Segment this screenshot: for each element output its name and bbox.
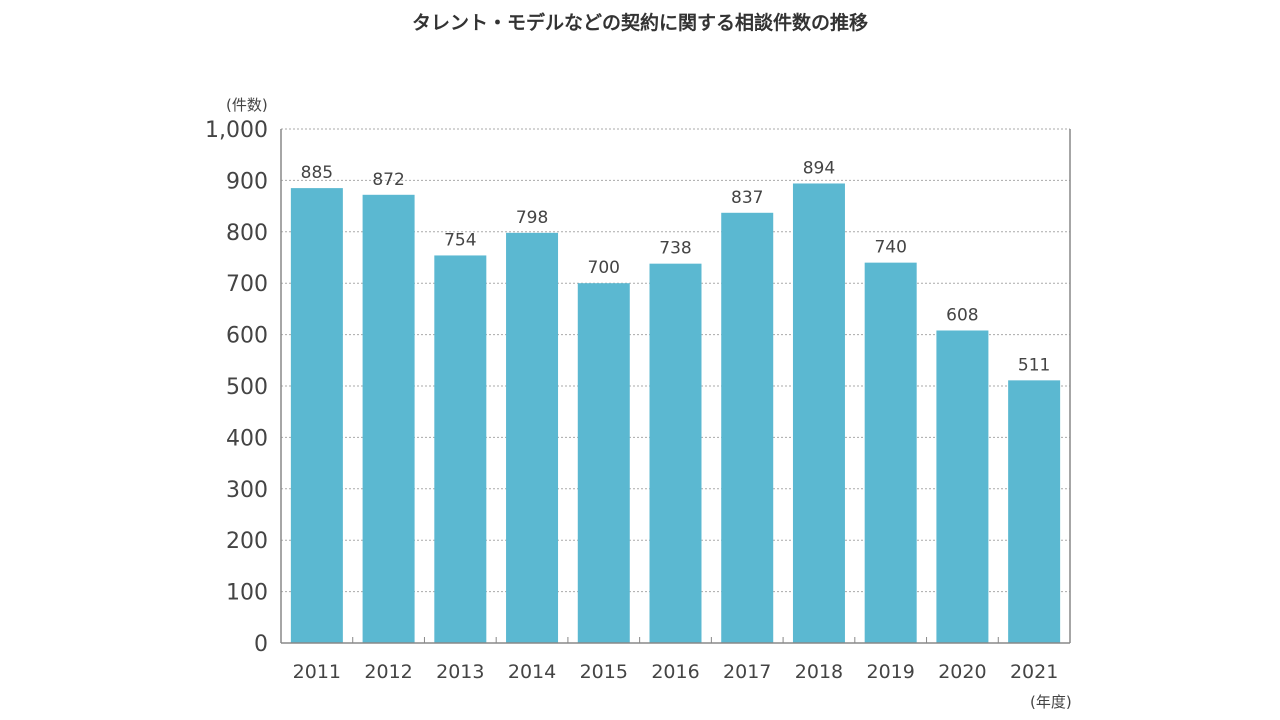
y-tick-label: 1,000 bbox=[205, 118, 268, 143]
data-label: 700 bbox=[588, 258, 620, 278]
x-tick-label: 2019 bbox=[867, 661, 915, 683]
data-label: 837 bbox=[731, 188, 763, 208]
y-tick-label: 500 bbox=[226, 375, 268, 400]
x-tick-label: 2021 bbox=[1010, 661, 1058, 683]
bar-2014 bbox=[506, 232, 559, 643]
y-tick-label: 200 bbox=[226, 529, 268, 554]
x-tick-label: 2016 bbox=[651, 661, 699, 683]
y-tick-label: 900 bbox=[226, 169, 268, 194]
y-tick-label: 300 bbox=[226, 478, 268, 503]
bar-2015 bbox=[577, 283, 630, 643]
y-axis-label: (件数) bbox=[226, 96, 268, 114]
data-label: 885 bbox=[301, 163, 333, 183]
chart-title: タレント・モデルなどの契約に関する相談件数の推移 bbox=[411, 12, 868, 34]
bar-2012 bbox=[362, 194, 415, 644]
y-tick-label: 0 bbox=[254, 632, 268, 657]
y-tick-label: 100 bbox=[226, 581, 268, 606]
data-label: 511 bbox=[1018, 355, 1050, 375]
data-label: 894 bbox=[803, 158, 835, 178]
bar-2011 bbox=[290, 188, 343, 644]
x-tick-label: 2015 bbox=[580, 661, 628, 683]
bar-2019 bbox=[864, 262, 917, 643]
y-tick-label: 700 bbox=[226, 272, 268, 297]
data-label: 608 bbox=[946, 305, 978, 325]
bar-2016 bbox=[649, 263, 702, 643]
bar-2020 bbox=[936, 330, 989, 643]
x-tick-label: 2013 bbox=[436, 661, 484, 683]
x-tick-label: 2018 bbox=[795, 661, 843, 683]
x-axis-label: (年度) bbox=[1030, 693, 1072, 711]
data-label: 738 bbox=[659, 239, 691, 259]
y-tick-label: 800 bbox=[226, 221, 268, 246]
x-tick-label: 2012 bbox=[364, 661, 412, 683]
bar-2018 bbox=[792, 183, 845, 643]
bar-2013 bbox=[434, 255, 487, 643]
data-label: 740 bbox=[874, 238, 906, 258]
x-tick-label: 2014 bbox=[508, 661, 556, 683]
bar-2017 bbox=[721, 212, 774, 644]
data-label: 872 bbox=[372, 170, 404, 190]
x-tick-label: 2017 bbox=[723, 661, 771, 683]
y-tick-label: 400 bbox=[226, 426, 268, 451]
data-label: 754 bbox=[444, 230, 476, 250]
x-tick-label: 2020 bbox=[938, 661, 986, 683]
y-tick-label: 600 bbox=[226, 324, 268, 349]
data-label: 798 bbox=[516, 208, 548, 228]
bar-2021 bbox=[1008, 380, 1061, 643]
x-tick-label: 2011 bbox=[293, 661, 341, 683]
